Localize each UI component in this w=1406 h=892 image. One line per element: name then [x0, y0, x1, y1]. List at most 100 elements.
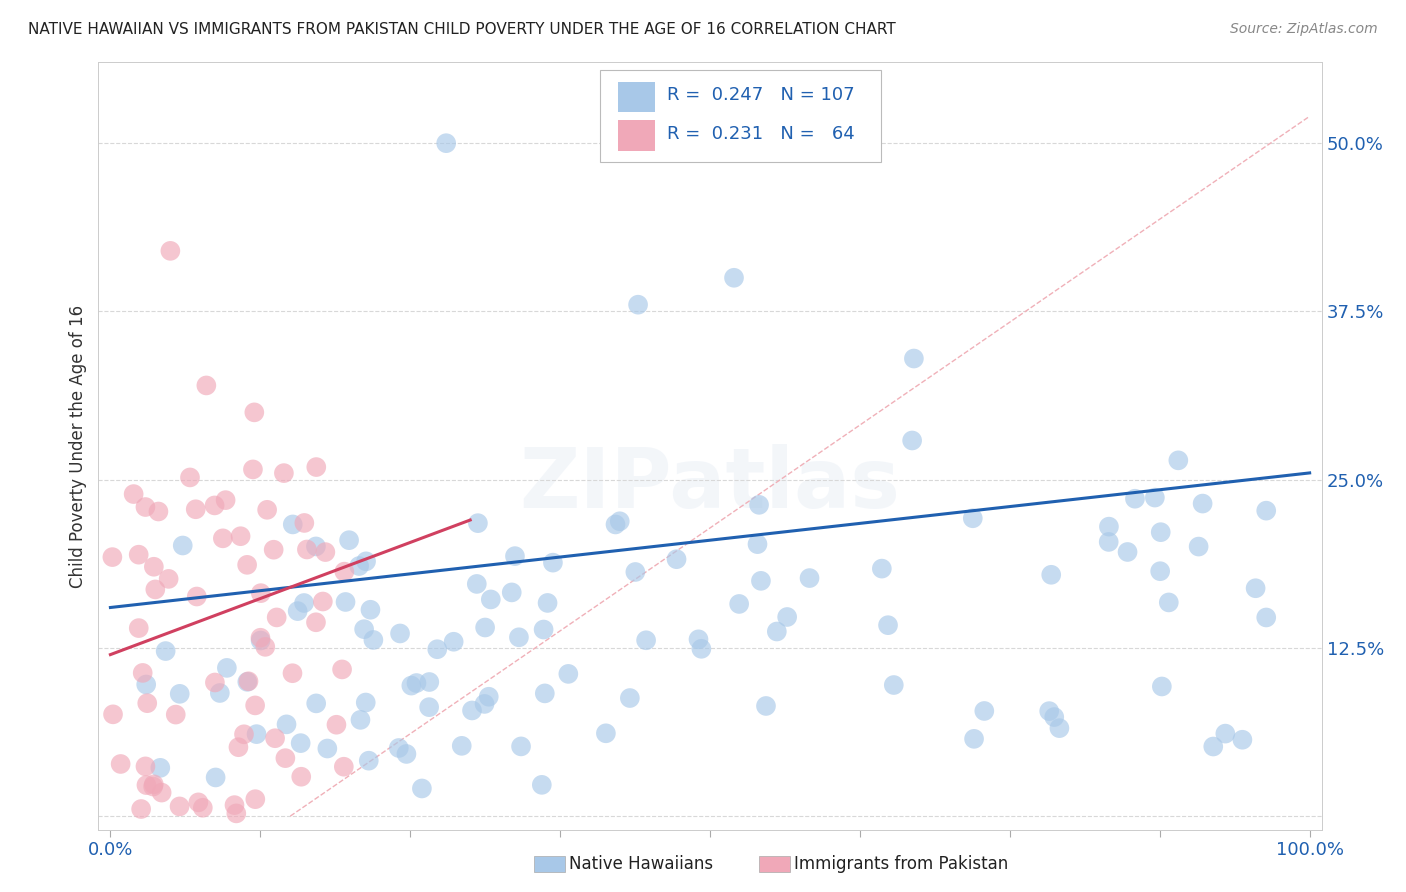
- Point: [619, 691, 641, 706]
- Point: [250, 586, 273, 600]
- Point: [418, 675, 440, 690]
- Point: [388, 741, 411, 756]
- Point: [236, 558, 259, 572]
- Point: [186, 590, 208, 604]
- Point: [747, 537, 769, 551]
- Point: [627, 298, 650, 312]
- Point: [1244, 581, 1267, 595]
- Point: [1188, 540, 1211, 554]
- Point: [229, 529, 252, 543]
- Point: [150, 786, 173, 800]
- Bar: [619, 81, 655, 112]
- Point: [1215, 726, 1237, 740]
- Point: [254, 640, 277, 654]
- Point: [749, 574, 772, 588]
- Point: [363, 632, 385, 647]
- Point: [609, 514, 631, 528]
- Point: [401, 679, 423, 693]
- Point: [1150, 525, 1173, 540]
- Point: [665, 552, 688, 566]
- Point: [690, 641, 713, 656]
- Point: [325, 717, 347, 731]
- Point: [688, 632, 710, 647]
- FancyBboxPatch shape: [600, 70, 882, 162]
- Point: [135, 677, 157, 691]
- Point: [287, 604, 309, 618]
- Point: [1143, 491, 1166, 505]
- Point: [533, 686, 555, 700]
- Point: [305, 540, 328, 554]
- Point: [305, 460, 328, 475]
- Point: [963, 731, 986, 746]
- Text: R =  0.231   N =   64: R = 0.231 N = 64: [668, 125, 855, 143]
- Point: [305, 697, 328, 711]
- Point: [503, 549, 526, 563]
- Point: [314, 545, 336, 559]
- Point: [877, 618, 900, 632]
- Point: [533, 623, 555, 637]
- Point: [776, 610, 799, 624]
- Point: [169, 799, 191, 814]
- Point: [249, 631, 271, 645]
- Point: [184, 502, 207, 516]
- Point: [1191, 497, 1213, 511]
- Point: [1038, 704, 1060, 718]
- Point: [1256, 610, 1278, 624]
- Text: Source: ZipAtlas.com: Source: ZipAtlas.com: [1230, 22, 1378, 37]
- Bar: [619, 120, 655, 151]
- Point: [290, 770, 312, 784]
- Point: [337, 533, 360, 548]
- Point: [228, 740, 250, 755]
- Point: [243, 698, 266, 713]
- Point: [245, 727, 267, 741]
- Point: [281, 517, 304, 532]
- Text: Native Hawaiians: Native Hawaiians: [569, 855, 714, 873]
- Point: [142, 780, 165, 794]
- Point: [501, 585, 523, 599]
- Point: [264, 731, 287, 746]
- Point: [354, 554, 377, 568]
- Point: [426, 642, 449, 657]
- Point: [1116, 545, 1139, 559]
- Point: [134, 759, 156, 773]
- Point: [973, 704, 995, 718]
- Point: [557, 666, 579, 681]
- Point: [292, 516, 315, 530]
- Point: [728, 597, 751, 611]
- Point: [1202, 739, 1225, 754]
- Point: [1098, 519, 1121, 533]
- Point: [204, 771, 226, 785]
- Point: [295, 542, 318, 557]
- Point: [530, 778, 553, 792]
- Point: [204, 675, 226, 690]
- Point: [541, 556, 564, 570]
- Point: [536, 596, 558, 610]
- Point: [883, 678, 905, 692]
- Point: [389, 626, 412, 640]
- Point: [962, 511, 984, 525]
- Point: [901, 434, 924, 448]
- Point: [172, 539, 194, 553]
- Point: [249, 633, 271, 648]
- Point: [305, 615, 328, 630]
- Point: [191, 801, 214, 815]
- Text: NATIVE HAWAIIAN VS IMMIGRANTS FROM PAKISTAN CHILD POVERTY UNDER THE AGE OF 16 CO: NATIVE HAWAIIAN VS IMMIGRANTS FROM PAKIS…: [28, 22, 896, 37]
- Point: [143, 582, 166, 597]
- Point: [312, 594, 335, 608]
- Text: R =  0.247   N = 107: R = 0.247 N = 107: [668, 87, 855, 104]
- Point: [605, 517, 627, 532]
- Y-axis label: Child Poverty Under the Age of 16: Child Poverty Under the Age of 16: [69, 304, 87, 588]
- Point: [333, 565, 356, 579]
- Point: [636, 633, 658, 648]
- Point: [215, 661, 238, 675]
- Point: [1149, 564, 1171, 578]
- Point: [263, 542, 285, 557]
- Point: [129, 802, 152, 816]
- Point: [142, 777, 165, 791]
- Point: [1150, 680, 1173, 694]
- Point: [359, 603, 381, 617]
- Point: [411, 781, 433, 796]
- Point: [134, 500, 156, 514]
- Point: [242, 462, 264, 476]
- Point: [1047, 721, 1070, 735]
